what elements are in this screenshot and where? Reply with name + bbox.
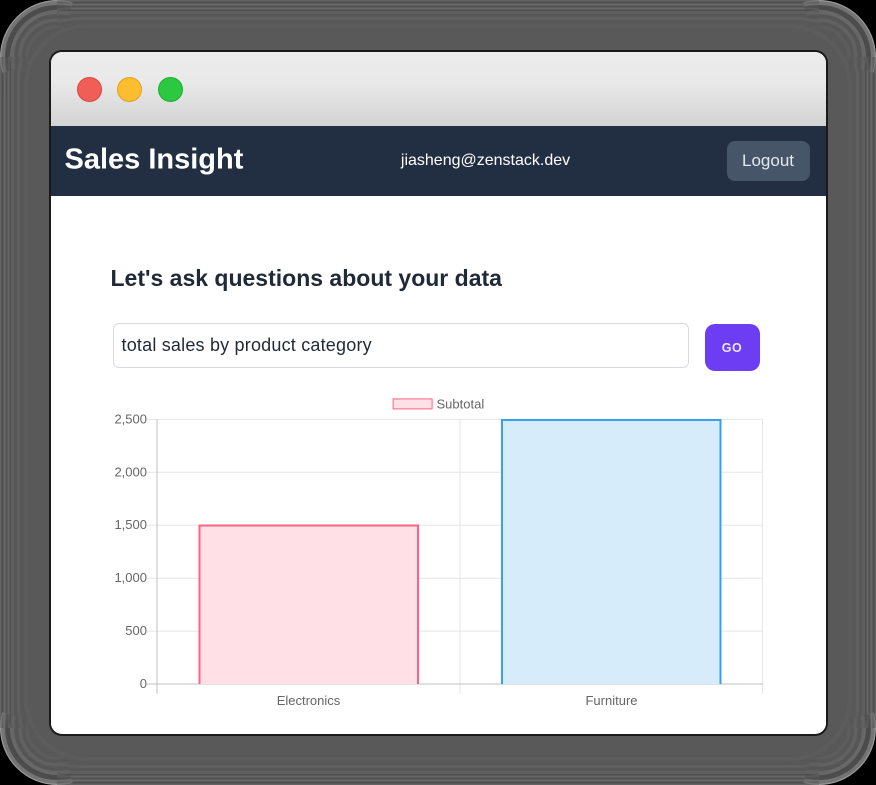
svg-text:1,500: 1,500 [114,517,147,532]
svg-text:2,000: 2,000 [114,464,147,479]
svg-text:500: 500 [125,623,147,638]
svg-text:2,500: 2,500 [114,411,147,426]
svg-text:Subtotal: Subtotal [436,397,484,412]
svg-text:1,000: 1,000 [114,570,147,585]
svg-text:0: 0 [139,676,146,691]
svg-text:Electronics: Electronics [276,693,340,708]
svg-text:Furniture: Furniture [585,693,637,708]
